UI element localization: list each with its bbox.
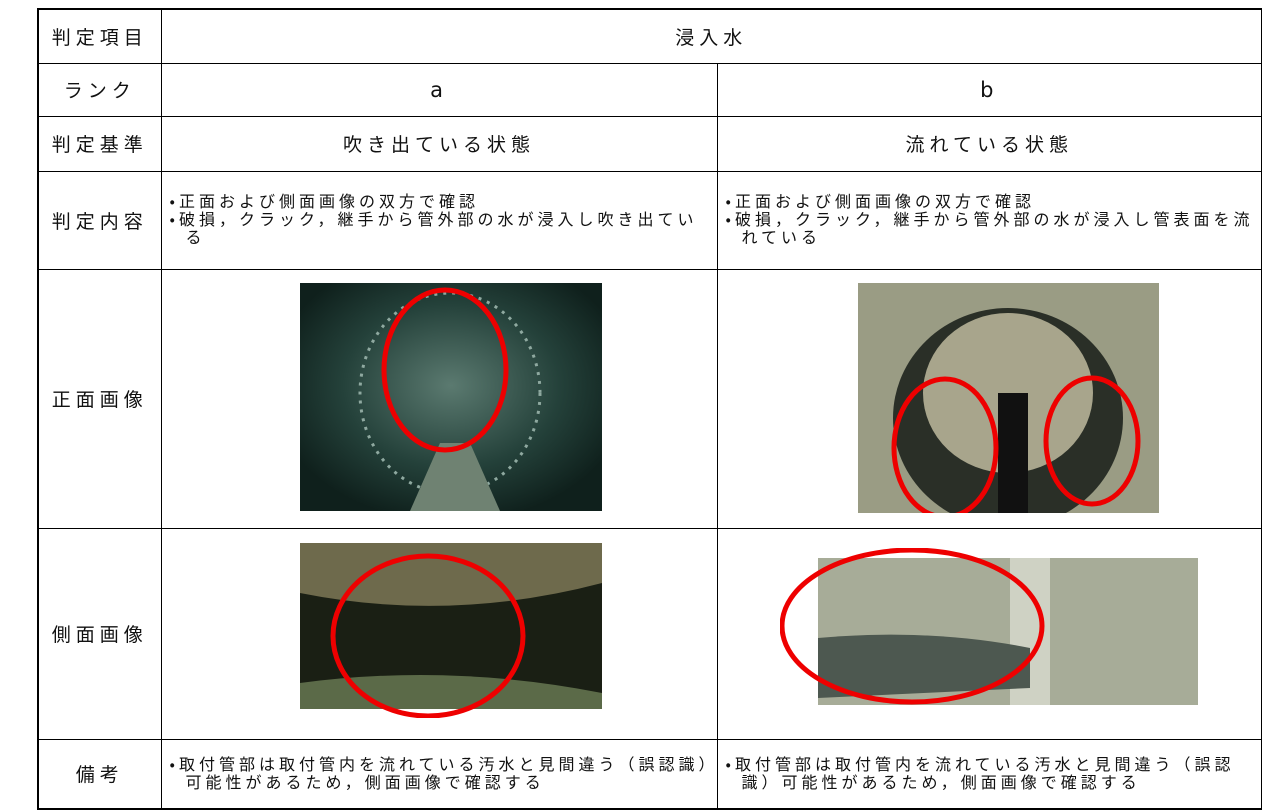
cell: ・取付管部は取付管内を流れている汚水と見間違う（誤認識）可能性があるため，側面画… xyxy=(160,738,718,810)
row: 判定項目 浸入水 xyxy=(37,8,1262,64)
row: 備考 ・取付管部は取付管内を流れている汚水と見間違う（誤認識）可能性があるため，… xyxy=(37,738,1262,810)
bullet: ・破損，クラック，継手から管外部の水が浸入し管表面を流れている xyxy=(725,210,1254,247)
front-photo-b xyxy=(858,283,1159,513)
row: 判定内容 ・正面および側面画像の双方で確認 ・破損，クラック，継手から管外部の水が… xyxy=(37,170,1262,270)
cell: 側面画像 xyxy=(37,527,162,740)
bullet: ・正面および側面画像の双方で確認 xyxy=(725,192,1035,211)
side-photo-a xyxy=(300,543,602,718)
cell: ・正面および側面画像の双方で確認 ・破損，クラック，継手から管外部の水が浸入し管表… xyxy=(716,170,1262,270)
cell: 吹き出ている状態 xyxy=(160,115,718,172)
cell: 判定項目 xyxy=(37,8,162,64)
front-photo-a xyxy=(300,283,602,511)
cell: 判定内容 xyxy=(37,170,162,270)
bullet: ・正面および側面画像の双方で確認 xyxy=(169,192,479,211)
cell: a xyxy=(160,62,718,117)
cell: ・取付管部は取付管内を流れている汚水と見間違う（誤認識）可能性があるため，側面画… xyxy=(716,738,1262,810)
cell: 流れている状態 xyxy=(716,115,1262,172)
cell: ・正面および側面画像の双方で確認 ・破損，クラック，継手から管外部の水が浸入し吹き… xyxy=(160,170,718,270)
bullet: ・取付管部は取付管内を流れている汚水と見間違う（誤認識）可能性があるため，側面画… xyxy=(169,754,711,792)
cell: 浸入水 xyxy=(160,8,1262,64)
bullet: ・取付管部は取付管内を流れている汚水と見間違う（誤認識）可能性があるため，側面画… xyxy=(725,754,1235,792)
row: ランク a b xyxy=(37,62,1262,117)
cell: 判定基準 xyxy=(37,115,162,172)
cell: 備考 xyxy=(37,738,162,810)
row: 判定基準 吹き出ている状態 流れている状態 xyxy=(37,115,1262,172)
cell: ランク xyxy=(37,62,162,117)
cell: b xyxy=(716,62,1262,117)
bullet: ・破損，クラック，継手から管外部の水が浸入し吹き出ている xyxy=(169,210,698,247)
side-photo-b xyxy=(780,548,1198,705)
cell: 正面画像 xyxy=(37,268,162,529)
